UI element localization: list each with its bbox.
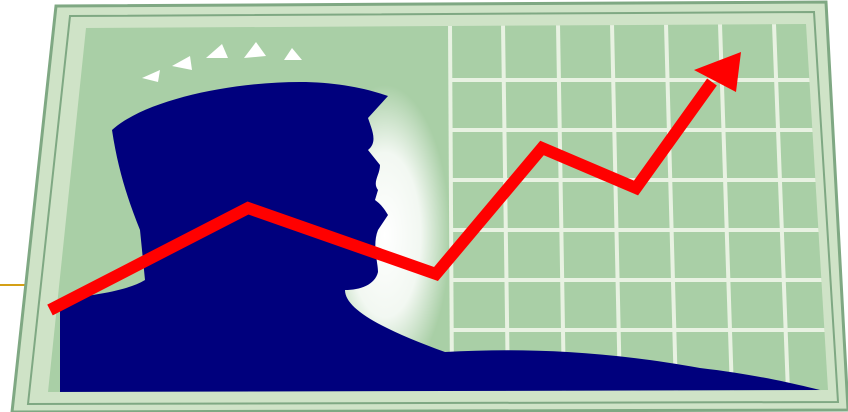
sparkle-1 — [142, 70, 160, 82]
trend-arrowhead — [694, 52, 741, 92]
sparkle-5 — [284, 48, 302, 60]
sparkle-3 — [206, 44, 228, 58]
sparkle-4 — [244, 42, 266, 58]
grid-lines — [448, 24, 828, 392]
trend-line — [47, 78, 717, 316]
idea-sparkles — [142, 42, 302, 82]
sparkle-2 — [172, 56, 192, 70]
head-silhouette — [60, 82, 828, 392]
frame-inner-border — [26, 10, 840, 406]
